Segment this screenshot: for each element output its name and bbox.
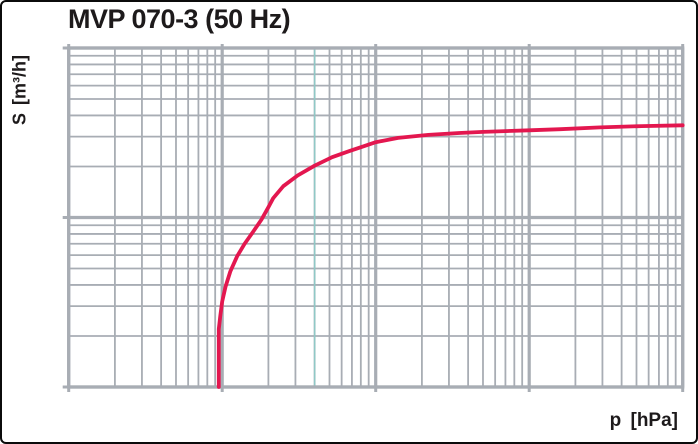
speed-curve [216,123,685,389]
chart-title: MVP 070-3 (50 Hz) [68,4,291,34]
x-axis-label: p [hPa] [609,410,678,431]
